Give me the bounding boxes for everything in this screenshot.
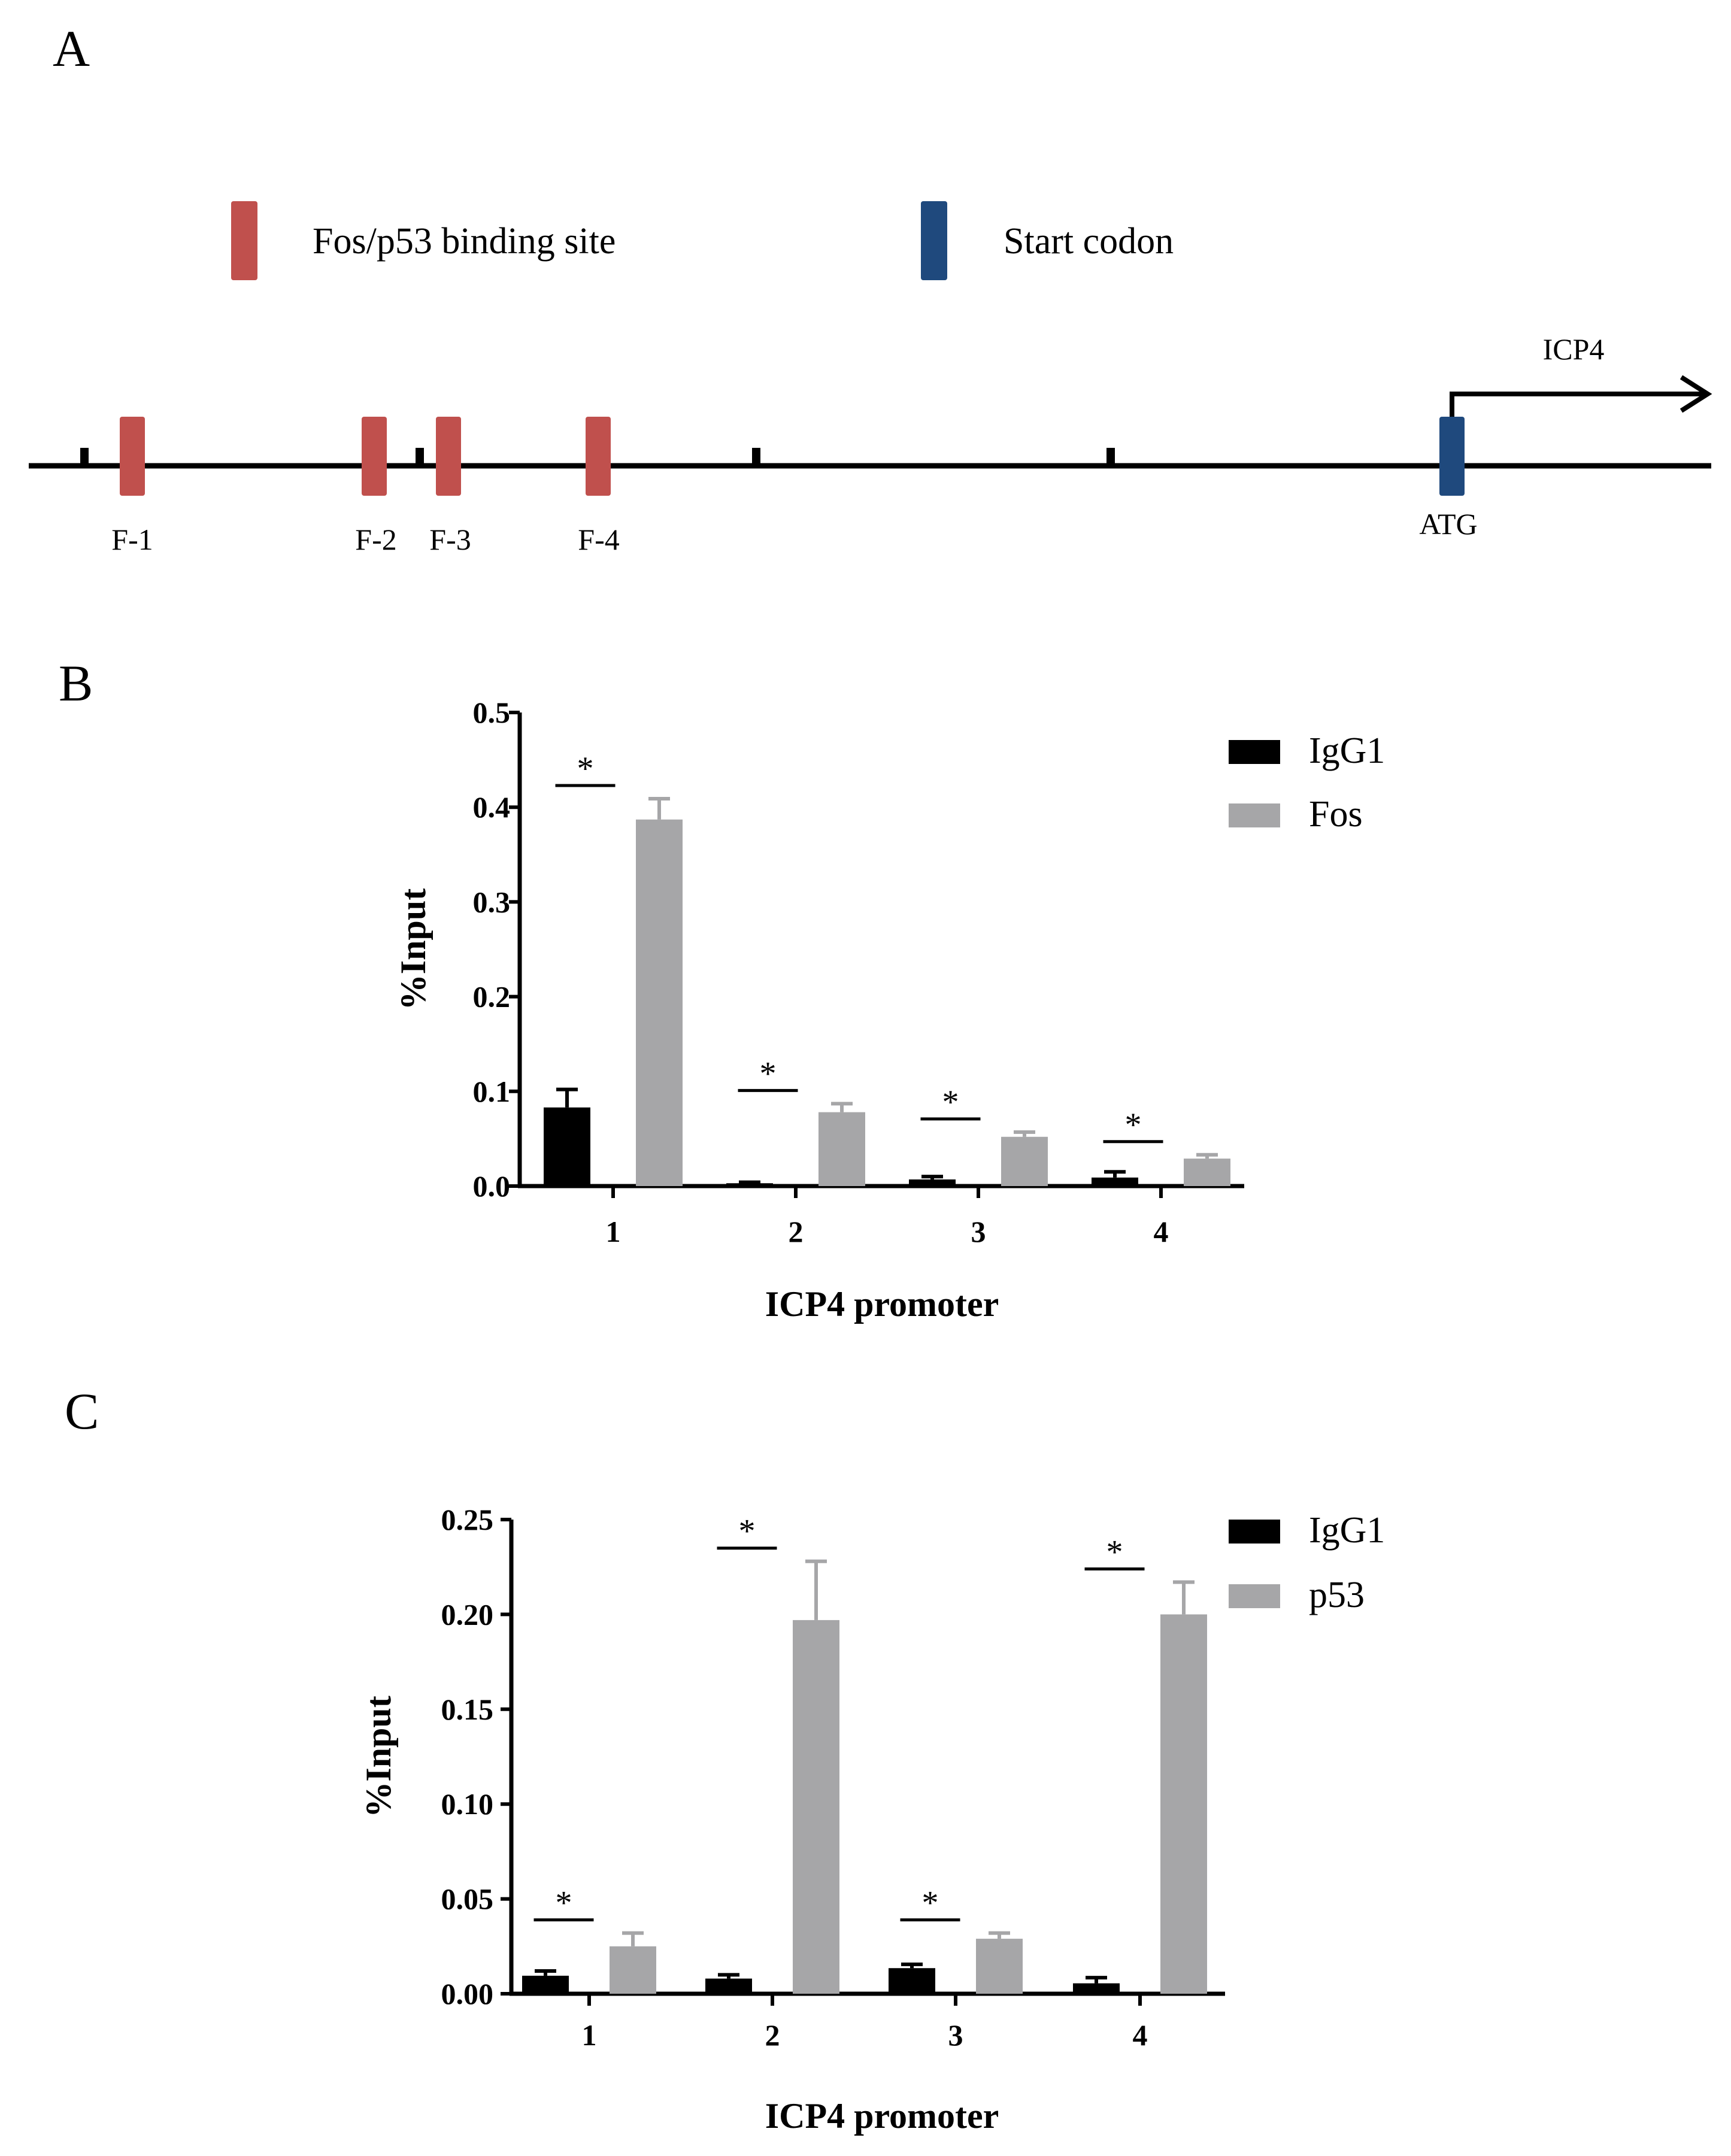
panel-a-letter: A — [53, 20, 90, 77]
chart-c-x-tick-label: 2 — [765, 2018, 780, 2052]
chart-b-legend-label-fos: Fos — [1309, 794, 1363, 835]
start-codon-marker — [1439, 417, 1465, 496]
binding-site-legend-label: Fos/p53 binding site — [313, 221, 616, 262]
chart-b-legend-swatch-fos — [1229, 803, 1280, 827]
chart-b-bar-igg1-3 — [909, 1179, 956, 1186]
chart-c-legend-label-igg1: IgG1 — [1309, 1510, 1385, 1551]
transcription-arrow — [1450, 392, 1705, 417]
chart-c-bar-igg1-1 — [522, 1975, 569, 1994]
chart-c-significance-star: * — [922, 1885, 939, 1922]
chart-c-bar-p53-2 — [793, 1620, 839, 1994]
panel-c-letter: C — [65, 1382, 99, 1440]
start-codon-legend-swatch — [921, 201, 947, 280]
chart-b-legend-swatch-igg1 — [1229, 740, 1280, 764]
chart-c-y-tick-label: 0.20 — [441, 1597, 494, 1631]
chart-b-significance-star: * — [1125, 1106, 1142, 1144]
chart-b-y-tick-label: 0.1 — [473, 1075, 511, 1108]
chart-b-bar-fos-2 — [818, 1112, 865, 1186]
chart-b-y-tick-label: 0.0 — [473, 1169, 511, 1203]
binding-site-f1 — [120, 417, 145, 496]
promoter-tick — [416, 448, 424, 466]
chart-c-bar-p53-1 — [610, 1946, 656, 1994]
binding-site-legend-swatch — [231, 201, 257, 280]
panel-b-letter: B — [59, 654, 93, 712]
site-label-f4: F-4 — [578, 523, 619, 556]
site-label-f1: F-1 — [111, 523, 153, 556]
chart-b-x-tick-label: 3 — [971, 1215, 986, 1248]
start-codon-label: ATG — [1419, 507, 1477, 541]
chart-c-x-tick-label: 4 — [1133, 2018, 1148, 2052]
chart-b-significance-star: * — [942, 1084, 959, 1121]
chart-b: B 0.0 0.1 0.2 0.3 0.4 0.5 1 2 3 4 * * * * %Input ICP4 p… — [59, 654, 1385, 1324]
chart-b-bar-igg1-4 — [1092, 1177, 1138, 1186]
chart-b-bar-fos-3 — [1001, 1136, 1048, 1186]
chart-b-x-axis-title: ICP4 promoter — [765, 1284, 999, 1324]
chart-c-legend-label-p53: p53 — [1309, 1575, 1365, 1615]
chart-c-x-tick-label: 1 — [582, 2018, 597, 2052]
chart-b-y-tick-label: 0.5 — [473, 696, 511, 729]
chart-c-y-axis-title: %Input — [359, 1696, 398, 1817]
chart-b-significance-star: * — [577, 750, 594, 787]
start-codon-legend-label: Start codon — [1004, 221, 1174, 262]
chart-b-legend-label-igg1: IgG1 — [1309, 730, 1385, 771]
chart-c-y-tick-label: 0.10 — [441, 1787, 494, 1821]
chart-b-x-tick-label: 4 — [1154, 1215, 1169, 1248]
chart-c-x-tick-label: 3 — [948, 2018, 963, 2052]
chart-b-significance-star: * — [760, 1055, 777, 1092]
chart-c-legend-swatch-p53 — [1229, 1584, 1280, 1608]
chart-b-y-tick-label: 0.3 — [473, 885, 511, 918]
site-label-f3: F-3 — [429, 523, 471, 556]
binding-site-f3 — [436, 417, 461, 496]
chart-c-legend-swatch-igg1 — [1229, 1520, 1280, 1544]
chart-b-x-tick-label: 1 — [606, 1215, 621, 1248]
chart-c-x-axis-title: ICP4 promoter — [765, 2096, 999, 2136]
chart-c-bar-igg1-3 — [889, 1968, 935, 1994]
chart-c-significance-star: * — [556, 1885, 572, 1922]
binding-site-f4 — [586, 417, 611, 496]
chart-c-significance-star: * — [1106, 1534, 1123, 1571]
chart-c-y-tick-label: 0.00 — [441, 1977, 494, 2011]
chart-c: C 0.00 0.05 0.10 0.15 0.20 0.25 1 2 3 4 * * * * %Input… — [65, 1382, 1385, 2136]
chart-c-y-tick-label: 0.25 — [441, 1503, 494, 1536]
chart-b-y-tick-label: 0.2 — [473, 980, 511, 1014]
chart-b-bar-fos-1 — [636, 819, 683, 1186]
chart-b-y-axis-title: %Input — [393, 889, 433, 1010]
chart-c-marks: 0.00 0.05 0.10 0.15 0.20 0.25 1 2 3 4 * * * * %Input IC… — [359, 1503, 1385, 2136]
transcription-arrow-head — [1680, 375, 1712, 413]
chart-c-bar-p53-3 — [976, 1939, 1023, 1994]
promoter-tick — [80, 448, 89, 466]
promoter-tick — [752, 448, 760, 466]
chart-b-y-tick-label: 0.4 — [473, 790, 511, 824]
chart-c-y-tick-label: 0.05 — [441, 1882, 494, 1916]
chart-c-bar-p53-4 — [1160, 1614, 1207, 1994]
chart-b-bar-igg1-1 — [544, 1107, 590, 1186]
chart-c-y-tick-label: 0.15 — [441, 1693, 494, 1726]
chart-b-marks: 0.0 0.1 0.2 0.3 0.4 0.5 1 2 3 4 * * * * %Input ICP4 pro… — [393, 696, 1385, 1324]
promoter-tick — [1106, 448, 1115, 466]
chart-c-bar-igg1-4 — [1073, 1983, 1120, 1994]
chart-b-bar-igg1-2 — [726, 1183, 773, 1186]
site-label-f2: F-2 — [355, 523, 396, 556]
chart-c-bar-igg1-2 — [705, 1978, 752, 1994]
panel-a: A Fos/p53 binding site Start codon F-1 F… — [29, 20, 1712, 556]
chart-b-x-tick-label: 2 — [789, 1215, 804, 1248]
gene-label: ICP4 — [1543, 332, 1605, 366]
chart-c-significance-star: * — [739, 1513, 756, 1550]
binding-site-f2 — [362, 417, 387, 496]
chart-b-bar-fos-4 — [1184, 1159, 1230, 1186]
